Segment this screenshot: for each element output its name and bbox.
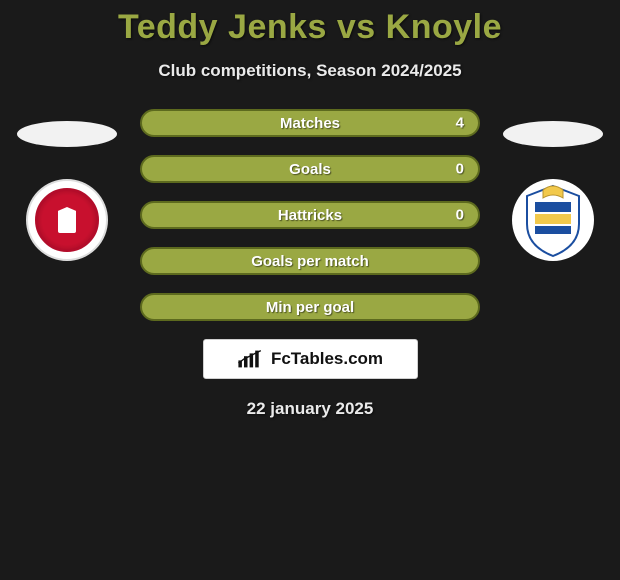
stat-value: 4: [456, 115, 464, 132]
page-title: Teddy Jenks vs Knoyle: [0, 8, 620, 47]
date-line: 22 january 2025: [0, 399, 620, 419]
club-badge-right: [512, 179, 594, 261]
player-right-avatar-placeholder: [503, 121, 603, 147]
stat-label: Min per goal: [266, 299, 354, 316]
stat-label: Goals per match: [251, 253, 369, 270]
stat-label: Matches: [280, 115, 340, 132]
stat-value: 0: [456, 161, 464, 178]
comparison-card: Teddy Jenks vs Knoyle Club competitions,…: [0, 0, 620, 419]
stat-value: 0: [456, 207, 464, 224]
stats-column: Matches 4 Goals 0 Hattricks 0 Goals per …: [140, 109, 480, 321]
club-badge-right-svg: [513, 180, 593, 260]
player-left-column: [12, 109, 122, 261]
brand-box[interactable]: FcTables.com: [203, 339, 418, 379]
bar-chart-icon: [237, 349, 265, 369]
main-row: Matches 4 Goals 0 Hattricks 0 Goals per …: [0, 109, 620, 321]
stat-row-matches: Matches 4: [140, 109, 480, 137]
stat-row-min-per-goal: Min per goal: [140, 293, 480, 321]
club-badge-left-inner: [35, 188, 99, 252]
stat-row-goals: Goals 0: [140, 155, 480, 183]
stat-row-goals-per-match: Goals per match: [140, 247, 480, 275]
stat-label: Goals: [289, 161, 331, 178]
page-subtitle: Club competitions, Season 2024/2025: [0, 61, 620, 81]
club-badge-left: [26, 179, 108, 261]
stat-row-hattricks: Hattricks 0: [140, 201, 480, 229]
player-left-avatar-placeholder: [17, 121, 117, 147]
stat-label: Hattricks: [278, 207, 342, 224]
player-right-column: [498, 109, 608, 261]
brand-text: FcTables.com: [271, 349, 383, 369]
